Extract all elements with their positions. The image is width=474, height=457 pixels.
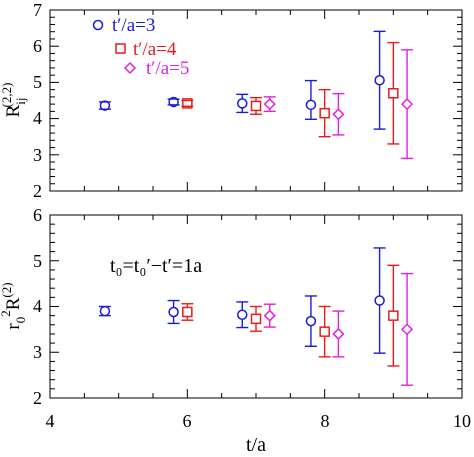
annotation-text: t₀=t₀′−t′=1a: [110, 255, 202, 277]
data-point-circle: [374, 295, 385, 306]
data-point-diamond: [263, 98, 276, 111]
y-tick-label: 5: [33, 251, 42, 271]
legend: t′/a=3 t′/a=4 t′/a=5: [92, 15, 189, 79]
data-point-circle: [168, 306, 179, 318]
data-point-circle: [237, 309, 248, 320]
y-tick-label: 6: [33, 205, 42, 225]
legend-marker-circle: [92, 19, 104, 31]
y-tick-label: 4: [33, 296, 42, 316]
data-point-square: [250, 100, 262, 112]
y-label-main: r: [3, 323, 24, 330]
y-tick-label: 3: [33, 342, 42, 362]
data-point-circle: [374, 74, 385, 86]
y-label-superscript: (2): [0, 282, 14, 297]
axis-ticks: [49, 9, 463, 399]
legend-label: t′/a=3: [112, 15, 155, 36]
y-label-superscript: 2: [0, 310, 13, 317]
data-point-circle: [168, 96, 179, 108]
x-tick-label: 6: [183, 411, 192, 431]
data-point-diamond: [263, 309, 276, 322]
y-tick-label: 2: [33, 388, 42, 408]
data-point-circle: [99, 305, 111, 317]
y-label-main: R: [3, 104, 24, 117]
data-point-diamond: [332, 108, 345, 121]
data-point-square: [250, 313, 262, 325]
y-tick-label: 4: [33, 108, 42, 128]
y-tick-label: 7: [33, 0, 42, 20]
data-point-square: [388, 310, 399, 321]
y-tick-label: 3: [33, 145, 42, 165]
y-tick-label: 6: [33, 36, 42, 56]
y-label-main-2: R: [3, 297, 24, 310]
data-point-square: [182, 98, 193, 109]
x-tick-label: 4: [46, 411, 55, 431]
legend-marker-square: [115, 43, 126, 54]
y-label-subscript: ij: [13, 98, 28, 105]
data-point-square: [319, 326, 330, 337]
svg-text:Rij(2,2): Rij(2,2): [0, 83, 28, 118]
x-tick-label: 8: [321, 411, 330, 431]
top-y-axis-label: Rij(2,2): [0, 83, 28, 118]
y-tick-label: 5: [33, 72, 42, 92]
x-axis-label: t/a: [246, 434, 266, 456]
data-point-diamond: [401, 98, 414, 111]
data-point-square: [319, 107, 330, 119]
y-label-superscript: (2,2): [0, 83, 14, 108]
bottom-y-axis-label: r02R(2): [0, 282, 28, 329]
y-label-subscript: 0: [13, 317, 28, 324]
data-point-circle: [305, 99, 317, 111]
data-marks: [98, 30, 414, 386]
y-tick-label: 2: [33, 181, 42, 201]
data-point-circle: [305, 315, 317, 327]
data-point-circle: [99, 100, 111, 111]
data-point-square: [388, 88, 399, 99]
legend-marker-diamond: [123, 61, 137, 75]
data-point-diamond: [332, 327, 345, 341]
data-point-square: [182, 306, 193, 318]
legend-label: t′/a=5: [146, 58, 189, 79]
data-point-diamond: [401, 323, 414, 336]
x-tick-label: 10: [453, 411, 471, 431]
legend-label: t′/a=4: [133, 39, 177, 60]
svg-text:r02R(2): r02R(2): [0, 282, 28, 329]
data-point-circle: [237, 98, 248, 109]
